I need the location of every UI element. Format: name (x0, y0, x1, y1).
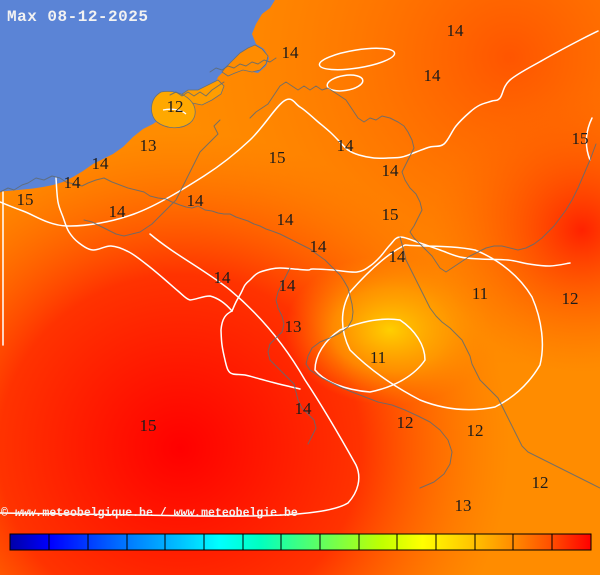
svg-text:14: 14 (214, 268, 232, 287)
svg-text:15: 15 (382, 205, 399, 224)
svg-text:13: 13 (455, 496, 472, 515)
svg-text:14: 14 (282, 43, 300, 62)
svg-text:13: 13 (285, 317, 302, 336)
svg-text:15: 15 (17, 190, 34, 209)
svg-text:11: 11 (370, 348, 386, 367)
svg-text:14: 14 (92, 154, 110, 173)
svg-text:14: 14 (64, 173, 82, 192)
svg-text:11: 11 (472, 284, 488, 303)
svg-text:15: 15 (140, 416, 157, 435)
svg-text:14: 14 (310, 237, 328, 256)
svg-text:14: 14 (447, 21, 465, 40)
svg-text:15: 15 (269, 148, 286, 167)
svg-text:14: 14 (279, 276, 297, 295)
svg-text:14: 14 (337, 136, 355, 155)
svg-text:12: 12 (562, 289, 579, 308)
svg-text:14: 14 (295, 399, 313, 418)
svg-text:12: 12 (532, 473, 549, 492)
svg-text:13: 13 (140, 136, 157, 155)
svg-text:14: 14 (424, 66, 442, 85)
svg-text:14: 14 (389, 247, 407, 266)
svg-text:12: 12 (167, 97, 184, 116)
svg-text:14: 14 (382, 161, 400, 180)
svg-text:14: 14 (187, 191, 205, 210)
svg-text:15: 15 (572, 129, 589, 148)
svg-text:14: 14 (109, 202, 127, 221)
svg-text:14: 14 (277, 210, 295, 229)
svg-text:12: 12 (397, 413, 414, 432)
svg-text:12: 12 (467, 421, 484, 440)
